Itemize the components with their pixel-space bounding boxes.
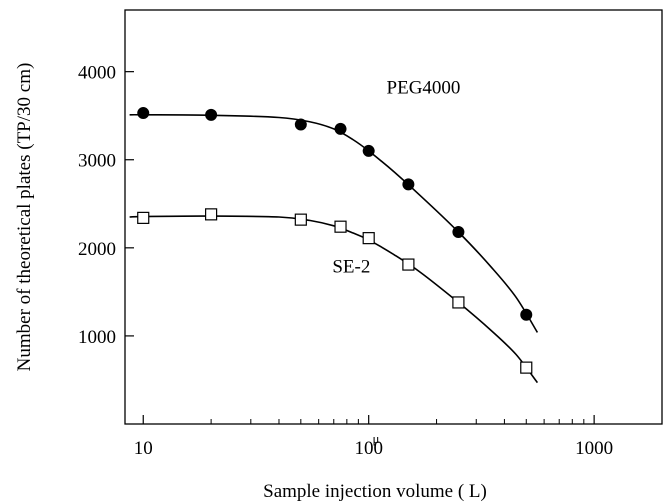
y-tick-label: 4000 [78,63,116,84]
data-point-se2 [452,296,465,309]
y-tick-label: 3000 [78,151,116,172]
data-point-peg4000 [334,122,347,135]
data-point-se2 [294,213,307,226]
data-point-se2 [520,361,533,374]
data-point-se2 [205,208,218,221]
series-curve-peg4000 [129,113,539,333]
chart-labels: 1000 2000 3000 4000 10 100 1000 PEG4000 SE-2 Samp… [14,63,613,502]
x-tick-label: 100 [354,438,383,459]
fit-curves [129,113,539,384]
series-label-se2: SE-2 [332,257,370,278]
data-point-peg4000 [205,108,218,121]
x-axis-title: Sample injection volume ( L) [263,481,487,502]
data-point-se2 [362,232,375,245]
data-point-peg4000 [452,225,465,238]
x-tick-label: 1000 [575,438,613,459]
x-tick-label: 10 [134,438,153,459]
y-tick-label: 1000 [78,327,116,348]
data-point-peg4000 [520,308,533,321]
plot-axes [124,9,663,425]
y-axis-title: Number of theoretical plates (TP/30 cm) [14,63,35,372]
data-point-peg4000 [294,118,307,131]
plot-frame [124,9,663,425]
data-point-se2 [334,220,347,233]
data-markers [137,107,533,374]
data-point-peg4000 [402,178,415,191]
series-label-peg4000: PEG4000 [387,78,461,99]
data-point-se2 [137,211,150,224]
series-curve-se-2 [129,215,539,384]
data-point-peg4000 [137,107,150,120]
data-point-peg4000 [362,144,375,157]
x-axis-mu-symbol: μ [373,431,380,446]
y-tick-label: 2000 [78,239,116,260]
data-point-se2 [402,258,415,271]
